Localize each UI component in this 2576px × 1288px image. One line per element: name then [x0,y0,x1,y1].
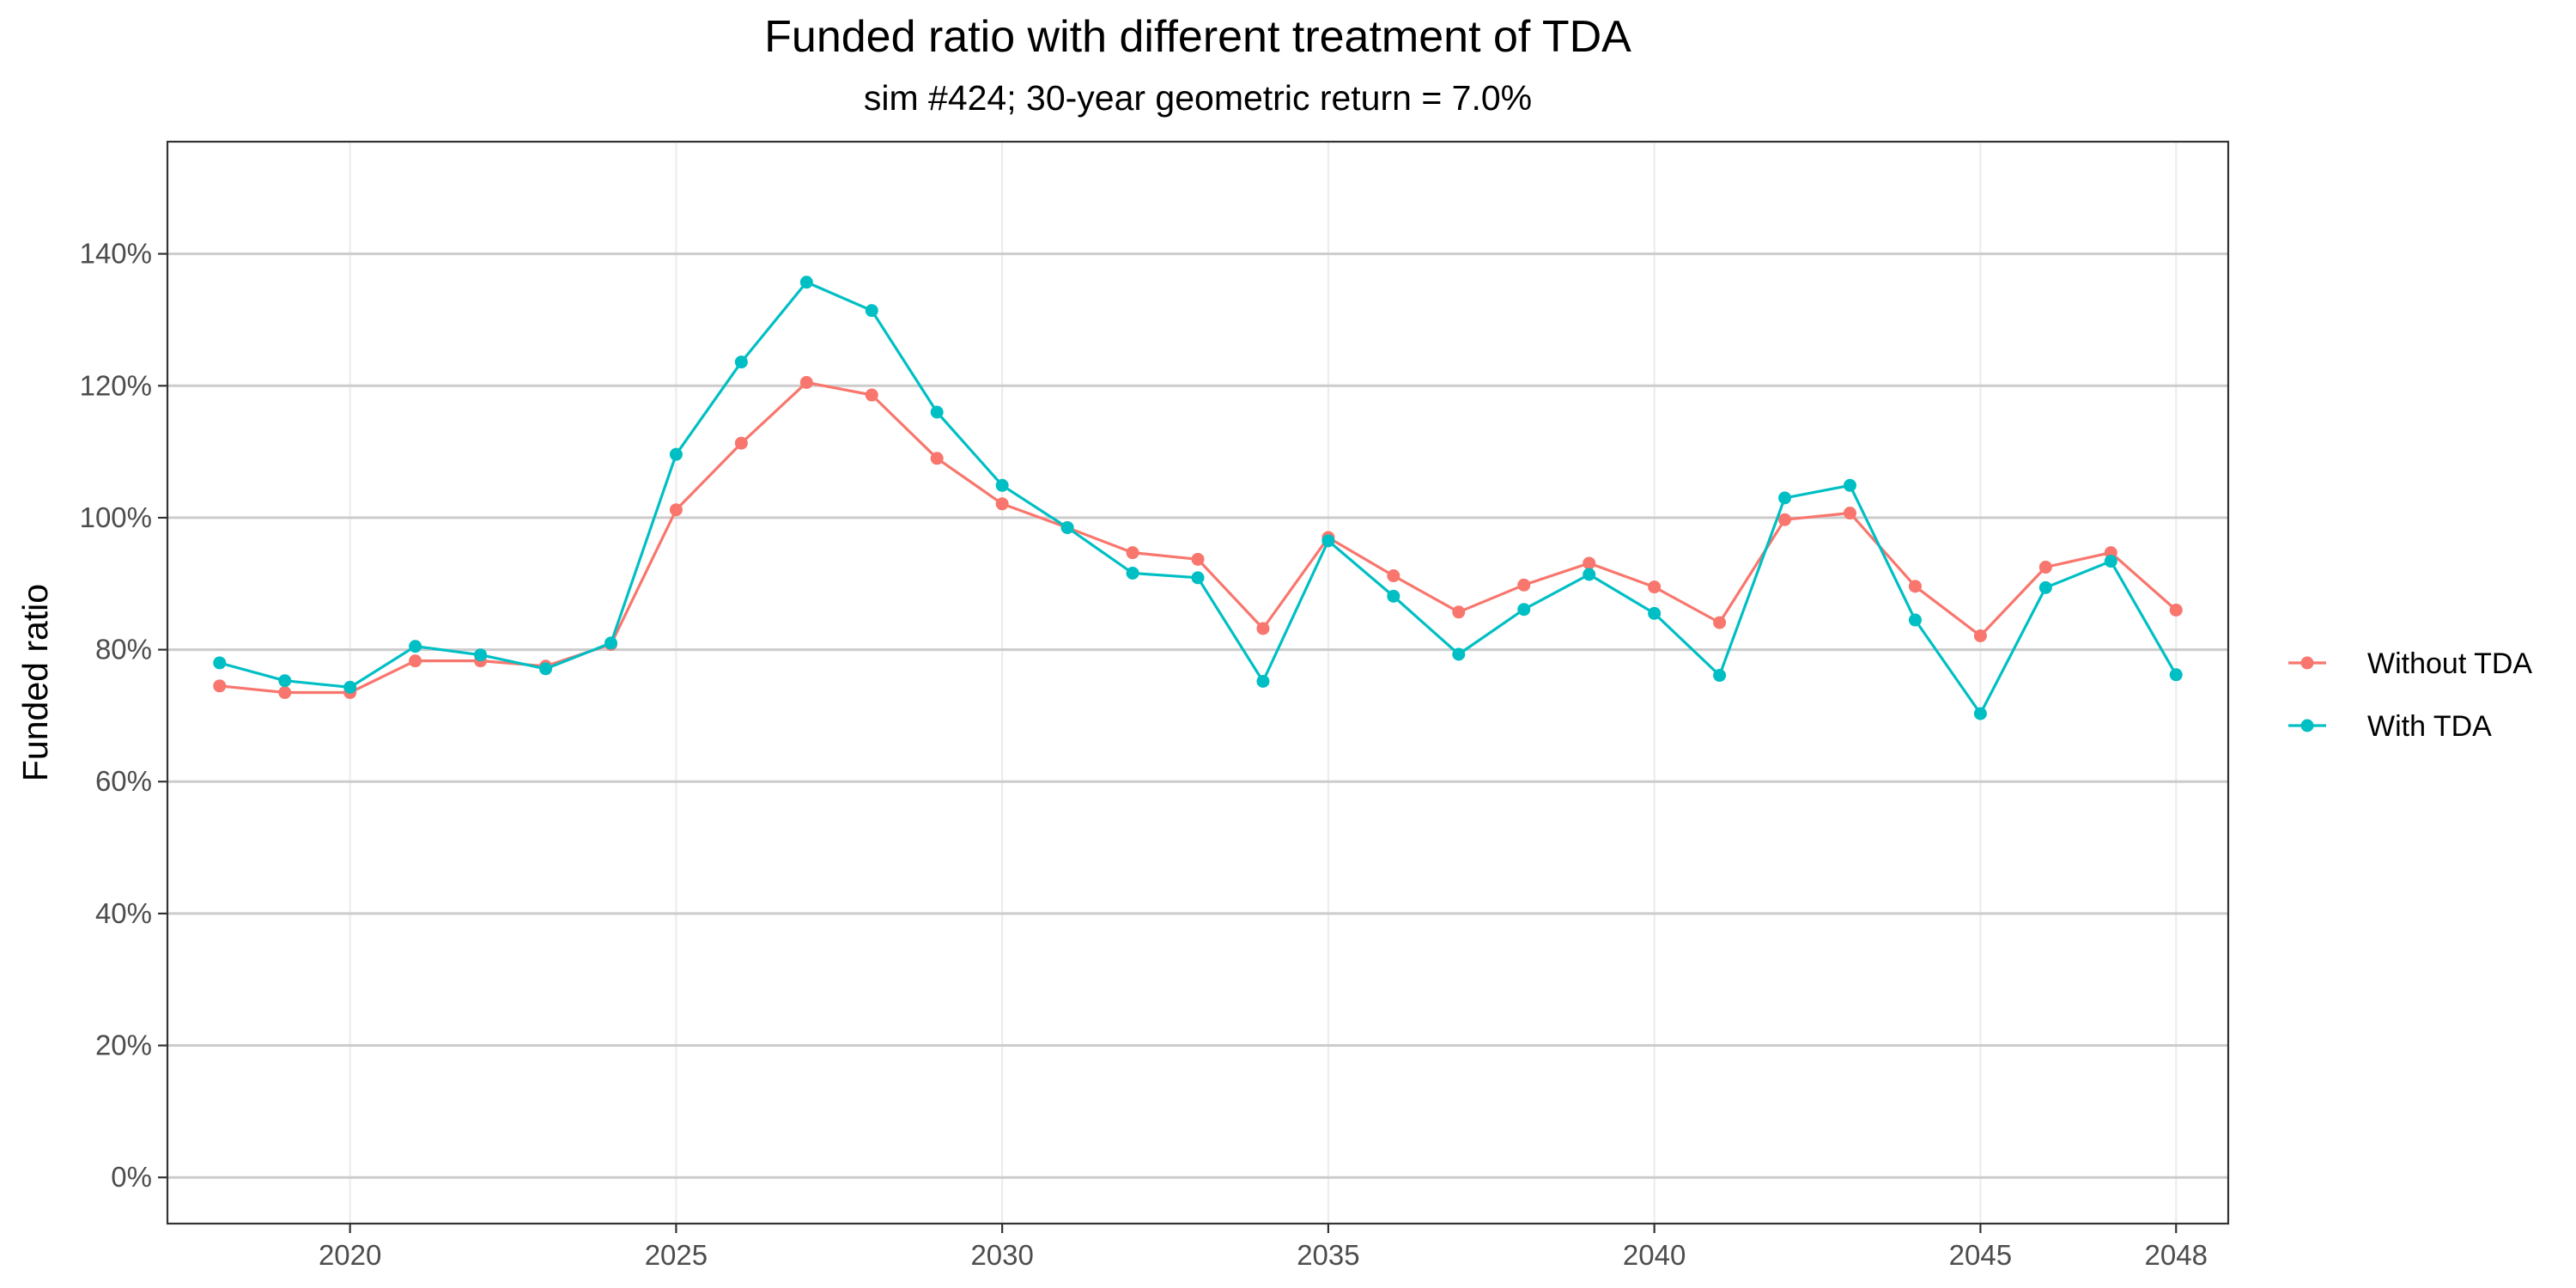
data-point-without-tda [278,686,292,700]
data-point-without-tda [2169,603,2183,617]
data-point-without-tda [2038,561,2052,574]
data-point-with-tda [1713,669,1727,683]
data-point-with-tda [1517,603,1531,617]
data-point-without-tda [1843,507,1856,520]
legend-key-point-without-tda [2300,656,2314,670]
data-point-without-tda [1256,622,1270,635]
data-point-without-tda [865,388,878,402]
data-point-with-tda [213,656,227,670]
data-point-with-tda [1583,568,1596,581]
data-point-without-tda [1126,546,1139,560]
legend: Without TDA With TDA [2288,647,2532,743]
data-point-with-tda [2104,555,2117,568]
x-tick-label: 2040 [1623,1239,1686,1271]
data-point-with-tda [930,405,944,419]
data-point-without-tda [1191,552,1205,566]
y-tick-label: 120% [80,369,152,401]
data-point-without-tda [669,503,683,517]
data-point-with-tda [1321,534,1335,548]
y-tick-label: 140% [80,238,152,270]
x-axis: 2020 2025 2030 2035 2040 2045 2048 [319,1224,2208,1271]
data-point-with-tda [343,680,357,694]
data-point-without-tda [409,654,422,668]
y-axis-title: Funded ratio [15,584,55,781]
grid-minor [349,142,2178,1224]
x-tick-label: 2035 [1297,1239,1359,1271]
y-axis: 0% 20% 40% 60% 80% 100% 120% 140% [80,238,167,1193]
data-point-with-tda [1778,491,1792,505]
data-point-with-tda [669,447,683,461]
data-point-without-tda [995,497,1009,511]
y-tick-label: 80% [95,634,152,665]
x-tick-label: 2048 [2145,1239,2208,1271]
data-point-with-tda [604,636,617,650]
chart-title: Funded ratio with different treatment of… [764,12,1631,62]
data-point-with-tda [1126,566,1139,580]
grid-major [167,252,2228,1179]
x-tick-label: 2020 [319,1239,381,1271]
data-point-with-tda [1256,674,1270,688]
data-point-without-tda [734,436,748,450]
data-point-with-tda [2169,668,2183,682]
data-point-without-tda [1908,580,1922,593]
legend-key-point-with-tda [2300,719,2314,732]
plot-panel-background [167,142,2228,1224]
data-point-with-tda [995,478,1009,492]
data-point-with-tda [1973,707,1987,720]
y-tick-label: 100% [80,501,152,533]
legend-label-without-tda: Without TDA [2367,647,2532,680]
x-tick-label: 2030 [970,1239,1033,1271]
data-point-with-tda [799,276,813,289]
data-point-with-tda [539,662,553,676]
data-point-without-tda [1973,629,1987,642]
data-point-with-tda [734,355,748,369]
data-point-without-tda [1583,556,1596,570]
y-tick-label: 40% [95,897,152,929]
legend-label-with-tda: With TDA [2367,710,2492,743]
series-layer [213,276,2183,720]
data-point-with-tda [1060,520,1074,534]
data-point-with-tda [1843,478,1856,492]
data-point-with-tda [1648,606,1662,620]
x-tick-label: 2045 [1949,1239,2012,1271]
data-point-without-tda [1648,580,1662,594]
data-point-without-tda [1713,616,1727,629]
data-point-with-tda [474,648,488,662]
data-point-with-tda [1387,589,1400,603]
data-point-with-tda [278,674,292,688]
plot-panel-border [166,140,2230,1225]
data-point-without-tda [1517,578,1531,592]
data-point-without-tda [799,375,813,389]
data-point-without-tda [213,679,227,693]
y-tick-label: 60% [95,765,152,797]
data-point-without-tda [1452,605,1466,619]
y-tick-label: 0% [111,1161,152,1193]
data-point-without-tda [1387,569,1400,583]
y-tick-label: 20% [95,1030,152,1061]
data-point-with-tda [2038,580,2052,594]
data-point-without-tda [1778,513,1792,526]
data-point-with-tda [409,640,422,653]
data-point-with-tda [1908,613,1922,627]
data-point-with-tda [865,304,878,318]
chart-subtitle: sim #424; 30-year geometric return = 7.0… [864,78,1532,118]
x-tick-label: 2025 [645,1239,708,1271]
data-point-with-tda [1452,647,1466,661]
data-point-without-tda [930,452,944,465]
data-point-with-tda [1191,571,1205,585]
